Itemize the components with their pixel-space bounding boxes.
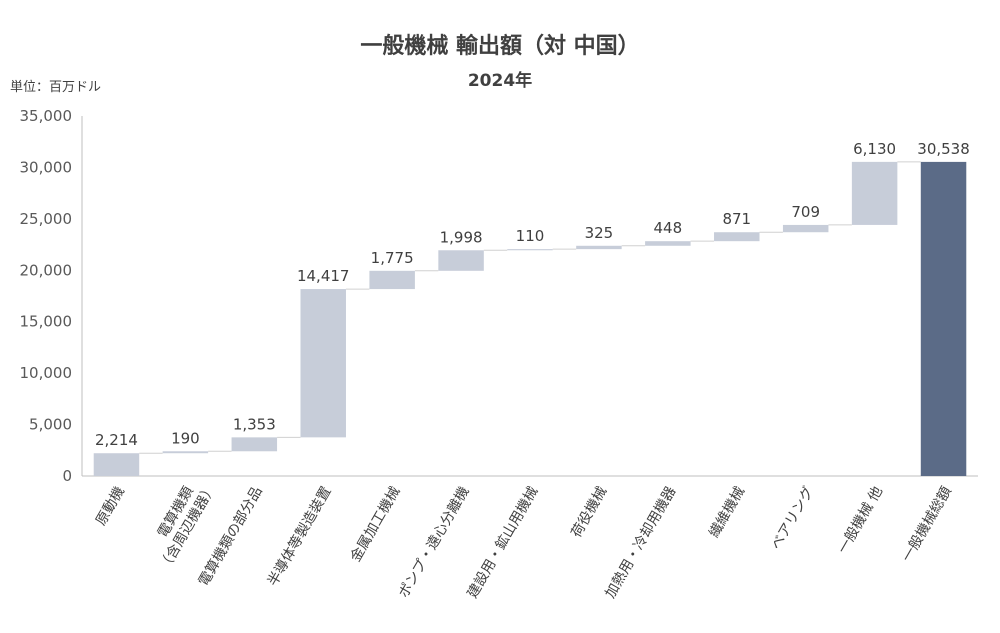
category-label: 原動機 (93, 484, 128, 528)
y-tick-label: 25,000 (20, 210, 73, 228)
increment-bar (576, 245, 622, 250)
increment-bar (438, 250, 484, 271)
data-label: 1,353 (233, 415, 276, 433)
category-label: 金属加工機械 (348, 484, 404, 565)
increment-bar (714, 232, 760, 242)
data-label: 14,417 (297, 267, 350, 285)
y-tick-label: 5,000 (29, 416, 72, 434)
category-label: 繊維機械 (706, 484, 748, 540)
y-tick-label: 20,000 (20, 261, 73, 279)
increment-bar (851, 161, 898, 225)
increment-bar (369, 270, 415, 290)
category-label-line: 加熱用・冷却用機器 (602, 484, 679, 601)
y-tick-label: 0 (62, 467, 72, 485)
category-label-line: 一般機械総額 (899, 484, 955, 565)
category-label: 半導体等製造装置 (264, 484, 335, 589)
increment-bar (507, 249, 553, 251)
category-label: 荷役機械 (569, 484, 611, 540)
category-label-line: 荷役機械 (569, 484, 611, 540)
category-label: 一般機械 他 (835, 484, 886, 556)
increment-bar (93, 453, 140, 476)
y-tick-label: 15,000 (20, 313, 73, 331)
chart-title: 一般機械 輸出額（対 中国） (360, 34, 640, 59)
data-label: 448 (654, 219, 683, 237)
category-label: ベアリング (768, 484, 817, 553)
category-label-line: ポンプ・遠心分離機 (395, 484, 473, 601)
y-tick-label: 10,000 (20, 364, 73, 382)
increment-bar (231, 437, 278, 452)
category-label: 建設用・鉱山用機械 (464, 484, 542, 602)
category-label-line: 原動機 (93, 484, 128, 528)
data-label: 2,214 (95, 431, 138, 449)
y-tick-label: 35,000 (20, 107, 73, 125)
category-label-line: 金属加工機械 (348, 484, 404, 565)
data-label: 1,775 (371, 249, 414, 267)
data-label: 110 (516, 227, 545, 245)
total-bar (920, 161, 967, 477)
category-label-line: ベアリング (768, 484, 817, 553)
unit-label: 単位：百万ドル (10, 80, 102, 95)
category-label-line: 繊維機械 (706, 484, 748, 540)
y-tick-label: 30,000 (20, 158, 73, 176)
category-label: 一般機械総額 (899, 484, 955, 565)
increment-bar (162, 451, 209, 454)
data-label: 325 (585, 224, 614, 242)
data-label: 190 (171, 429, 200, 447)
data-label: 871 (722, 210, 751, 228)
data-label: 30,538 (917, 140, 970, 158)
data-label: 6,130 (853, 140, 896, 158)
category-label: 電算機類（含周辺機器） (141, 472, 219, 574)
increment-bar (645, 241, 691, 246)
category-label: ポンプ・遠心分離機 (395, 484, 473, 601)
category-label-line: 建設用・鉱山用機械 (464, 484, 542, 602)
increment-bar (300, 289, 346, 438)
data-label: 1,998 (440, 228, 483, 246)
increment-bar (782, 224, 829, 233)
data-label: 709 (791, 203, 820, 221)
category-label-line: 一般機械 他 (835, 484, 886, 556)
category-label: 加熱用・冷却用機器 (602, 484, 679, 601)
chart-subtitle: 2024年 (467, 71, 533, 91)
category-label-line: 半導体等製造装置 (264, 484, 335, 589)
